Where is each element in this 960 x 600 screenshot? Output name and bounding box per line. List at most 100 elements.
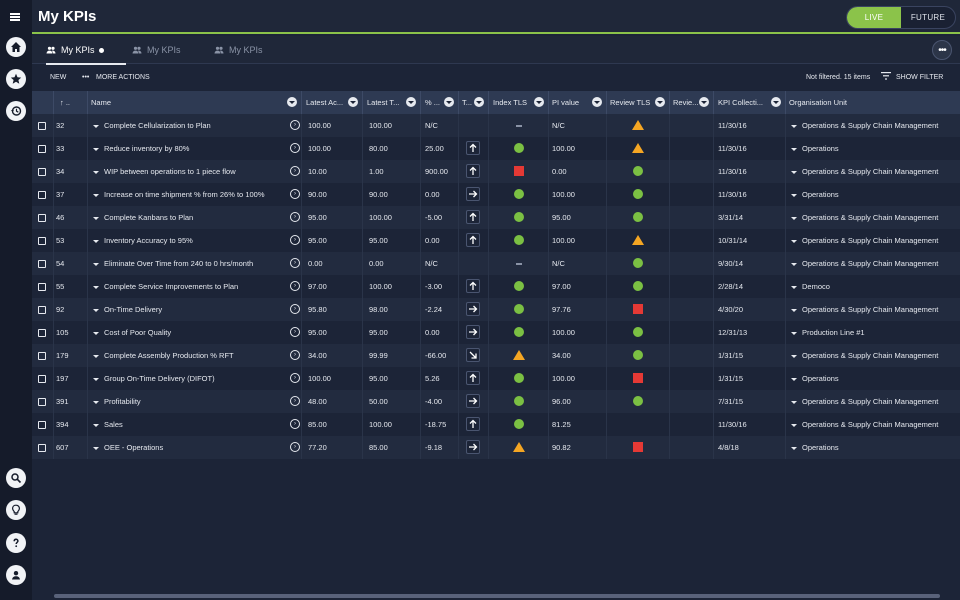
filter-icon[interactable] xyxy=(881,72,891,82)
expand-caret-icon[interactable] xyxy=(791,239,797,243)
details-icon[interactable]: › xyxy=(290,350,300,360)
expand-caret-icon[interactable] xyxy=(93,446,99,450)
table-row[interactable]: 54 Eliminate Over Time from 240 to 0 hrs… xyxy=(32,252,960,275)
details-icon[interactable]: › xyxy=(290,327,300,337)
kpi-name-link[interactable]: Complete Assembly Production % RFT xyxy=(104,351,234,360)
expand-caret-icon[interactable] xyxy=(93,239,99,243)
details-icon[interactable]: › xyxy=(290,189,300,199)
expand-caret-icon[interactable] xyxy=(93,262,99,266)
kpi-name-link[interactable]: On-Time Delivery xyxy=(104,305,163,314)
history-icon[interactable] xyxy=(6,101,26,121)
show-filter-button[interactable]: SHOW FILTER xyxy=(896,74,944,81)
help-icon[interactable] xyxy=(6,533,26,553)
column-menu-icon[interactable] xyxy=(592,97,602,107)
expand-caret-icon[interactable] xyxy=(791,285,797,289)
expand-caret-icon[interactable] xyxy=(791,377,797,381)
kpi-name-link[interactable]: OEE - Operations xyxy=(104,443,164,452)
trend-column-header[interactable]: T... xyxy=(459,91,489,114)
user-icon[interactable] xyxy=(6,565,26,585)
expand-caret-icon[interactable] xyxy=(791,423,797,427)
column-menu-icon[interactable] xyxy=(655,97,665,107)
tab-my-kpis-1[interactable]: My KPIs xyxy=(46,36,126,65)
expand-caret-icon[interactable] xyxy=(791,400,797,404)
table-row[interactable]: 92 On-Time Delivery › 95.80 98.00 -2.24 … xyxy=(32,298,960,321)
expand-caret-icon[interactable] xyxy=(791,124,797,128)
search-icon[interactable] xyxy=(6,468,26,488)
expand-caret-icon[interactable] xyxy=(791,216,797,220)
row-checkbox[interactable] xyxy=(38,122,46,130)
expand-caret-icon[interactable] xyxy=(791,308,797,312)
expand-caret-icon[interactable] xyxy=(93,216,99,220)
tab-my-kpis-3[interactable]: My KPIs xyxy=(214,36,284,64)
row-checkbox[interactable] xyxy=(38,191,46,199)
row-checkbox[interactable] xyxy=(38,444,46,452)
home-icon[interactable] xyxy=(6,37,26,57)
review-tls-column-header[interactable]: Review TLS xyxy=(607,91,670,114)
latest-target-column-header[interactable]: Latest T... xyxy=(363,91,421,114)
row-checkbox[interactable] xyxy=(38,421,46,429)
expand-caret-icon[interactable] xyxy=(93,308,99,312)
star-icon[interactable] xyxy=(6,69,26,89)
row-checkbox[interactable] xyxy=(38,260,46,268)
table-row[interactable]: 46 Complete Kanbans to Plan › 95.00 100.… xyxy=(32,206,960,229)
expand-caret-icon[interactable] xyxy=(93,354,99,358)
table-row[interactable]: 33 Reduce inventory by 80% › 100.00 80.0… xyxy=(32,137,960,160)
mode-toggle[interactable]: LIVE FUTURE xyxy=(846,6,956,29)
expand-caret-icon[interactable] xyxy=(93,331,99,335)
expand-caret-icon[interactable] xyxy=(93,285,99,289)
row-checkbox[interactable] xyxy=(38,329,46,337)
more-actions-icon[interactable]: ••• xyxy=(82,74,90,81)
details-icon[interactable]: › xyxy=(290,235,300,245)
details-icon[interactable]: › xyxy=(290,442,300,452)
row-checkbox[interactable] xyxy=(38,214,46,222)
menu-icon[interactable] xyxy=(8,10,24,24)
review-column-header[interactable]: Revie... xyxy=(670,91,714,114)
table-row[interactable]: 197 Group On-Time Delivery (DIFOT) › 100… xyxy=(32,367,960,390)
sort-column-header[interactable]: ↑ .. xyxy=(54,91,88,114)
table-row[interactable]: 394 Sales › 85.00 100.00 -18.75 81.25 11… xyxy=(32,413,960,436)
details-icon[interactable]: › xyxy=(290,373,300,383)
latest-actual-column-header[interactable]: Latest Ac... xyxy=(302,91,363,114)
percent-column-header[interactable]: % ... xyxy=(421,91,459,114)
details-icon[interactable]: › xyxy=(290,120,300,130)
kpi-name-link[interactable]: Eliminate Over Time from 240 to 0 hrs/mo… xyxy=(104,259,254,268)
details-icon[interactable]: › xyxy=(290,212,300,222)
expand-caret-icon[interactable] xyxy=(93,170,99,174)
row-checkbox[interactable] xyxy=(38,283,46,291)
new-button[interactable]: NEW xyxy=(50,74,67,81)
expand-caret-icon[interactable] xyxy=(93,377,99,381)
details-icon[interactable]: › xyxy=(290,143,300,153)
tab-my-kpis-2[interactable]: My KPIs xyxy=(132,36,202,64)
kpi-name-link[interactable]: Group On-Time Delivery (DIFOT) xyxy=(104,374,215,383)
kpi-name-link[interactable]: Complete Kanbans to Plan xyxy=(104,213,194,222)
table-row[interactable]: 32 Complete Cellularization to Plan › 10… xyxy=(32,114,960,137)
expand-caret-icon[interactable] xyxy=(93,124,99,128)
details-icon[interactable]: › xyxy=(290,419,300,429)
expand-caret-icon[interactable] xyxy=(791,262,797,266)
name-column-header[interactable]: Name xyxy=(88,91,302,114)
row-checkbox[interactable] xyxy=(38,398,46,406)
column-menu-icon[interactable] xyxy=(348,97,358,107)
details-icon[interactable]: › xyxy=(290,258,300,268)
expand-caret-icon[interactable] xyxy=(791,147,797,151)
kpi-name-link[interactable]: Complete Cellularization to Plan xyxy=(104,121,211,130)
details-icon[interactable]: › xyxy=(290,304,300,314)
lightbulb-icon[interactable] xyxy=(6,500,26,520)
expand-caret-icon[interactable] xyxy=(791,170,797,174)
expand-caret-icon[interactable] xyxy=(93,423,99,427)
table-row[interactable]: 34 WIP between operations to 1 piece flo… xyxy=(32,160,960,183)
expand-caret-icon[interactable] xyxy=(93,147,99,151)
kpi-name-link[interactable]: Sales xyxy=(104,420,123,429)
column-menu-icon[interactable] xyxy=(771,97,781,107)
kpi-name-link[interactable]: WIP between operations to 1 piece flow xyxy=(104,167,236,176)
table-row[interactable]: 37 Increase on time shipment % from 26% … xyxy=(32,183,960,206)
table-row[interactable]: 391 Profitability › 48.00 50.00 -4.00 96… xyxy=(32,390,960,413)
kpi-name-link[interactable]: Complete Service Improvements to Plan xyxy=(104,282,239,291)
org-unit-column-header[interactable]: Organisation Unit xyxy=(789,98,847,107)
more-options-button[interactable]: ••• xyxy=(932,40,952,60)
kpi-name-link[interactable]: Inventory Accuracy to 95% xyxy=(104,236,193,245)
details-icon[interactable]: › xyxy=(290,396,300,406)
expand-caret-icon[interactable] xyxy=(791,354,797,358)
column-menu-icon[interactable] xyxy=(287,97,297,107)
expand-caret-icon[interactable] xyxy=(93,193,99,197)
